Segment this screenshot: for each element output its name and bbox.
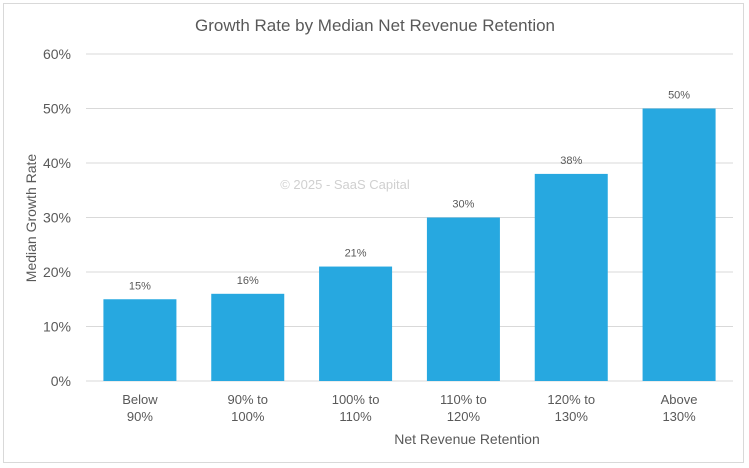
y-tick-label: 30% [43,210,71,226]
data-label: 50% [668,90,690,102]
y-tick-label: 20% [43,264,71,280]
y-tick-label: 50% [43,101,71,117]
data-label: 15% [129,280,151,292]
data-label: 21% [345,248,367,260]
data-label: 38% [560,155,582,167]
x-axis-label: Net Revenue Retention [394,431,540,447]
x-tick-label: 120% [447,409,481,424]
y-tick-label: 10% [43,319,71,335]
x-tick-label: 130% [555,409,589,424]
y-tick-label: 60% [43,46,71,62]
x-tick-label: 110% to [440,392,487,407]
y-tick-label: 40% [43,155,71,171]
x-tick-label: 90% [127,409,153,424]
x-tick-label: Below [122,392,158,407]
bar [211,293,285,381]
x-tick-label: 100% to [332,392,380,407]
x-tick-label: 120% to [547,392,595,407]
x-tick-label: 130% [662,409,696,424]
x-tick-label: 100% [231,409,265,424]
bar [103,299,177,381]
x-tick-label: Above [661,392,698,407]
y-axis-label: Median Growth Rate [23,154,39,283]
bar [319,266,393,381]
chart-frame [3,3,744,463]
data-label: 16% [237,275,259,287]
chart-title: Growth Rate by Median Net Revenue Retent… [195,16,555,35]
watermark: © 2025 - SaaS Capital [280,177,410,192]
y-tick-label: 0% [51,373,71,389]
data-label: 30% [452,199,474,211]
bar [642,108,716,381]
x-tick-label: 90% to [228,392,268,407]
bar [534,173,608,381]
x-tick-label: 110% [339,409,372,424]
bar [426,217,500,381]
